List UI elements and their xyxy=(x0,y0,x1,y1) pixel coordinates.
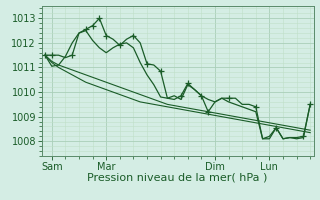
X-axis label: Pression niveau de la mer( hPa ): Pression niveau de la mer( hPa ) xyxy=(87,173,268,183)
